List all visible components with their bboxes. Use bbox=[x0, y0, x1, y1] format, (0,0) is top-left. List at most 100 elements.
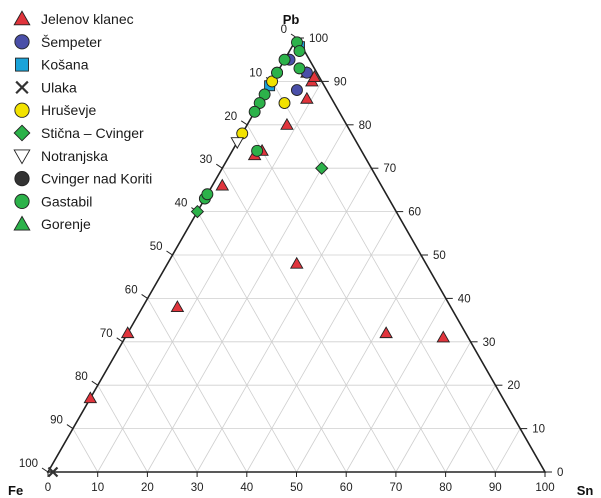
tick-label-left: 30 bbox=[200, 154, 213, 166]
grid-line-fe bbox=[72, 428, 99, 473]
legend-marker bbox=[15, 80, 29, 95]
legend-label: Cvinger nad Koriti bbox=[41, 171, 152, 187]
legend-label: Košana bbox=[41, 57, 89, 73]
tick-left bbox=[240, 120, 248, 126]
grid-line-fe bbox=[172, 254, 297, 473]
data-point-jelenov-klanec bbox=[280, 117, 294, 130]
tick-label-right: 70 bbox=[383, 163, 396, 175]
legend-item-ulaka: Ulaka bbox=[15, 79, 77, 95]
grid-line-fe bbox=[147, 298, 248, 473]
data-point-gastabil bbox=[293, 45, 306, 57]
tick-label-left: 70 bbox=[100, 328, 113, 340]
grid-line-sn bbox=[494, 428, 521, 473]
tick-label-right: 20 bbox=[507, 380, 520, 392]
data-point-notranjska bbox=[230, 137, 245, 150]
grid-line-sn bbox=[296, 254, 422, 473]
tick-label-bottom: 30 bbox=[191, 482, 204, 494]
data-point-gastabil bbox=[278, 53, 291, 66]
data-point-jelenov-klanec bbox=[300, 91, 314, 104]
legend-label: Jelenov klanec bbox=[41, 11, 134, 27]
grid-line-fe bbox=[221, 168, 397, 473]
tick-left bbox=[216, 163, 223, 169]
tick-label-bottom: 0 bbox=[45, 482, 51, 494]
data-point-jelenov-klanec bbox=[215, 178, 230, 191]
legend-marker bbox=[13, 215, 31, 231]
data-point-jelenov-klanec bbox=[289, 256, 304, 269]
legend-label: Ulaka bbox=[41, 79, 77, 95]
legend-item-stic-na-cvinger: Stična – Cvinger bbox=[13, 124, 144, 142]
vertex-label-top: Pb bbox=[283, 12, 300, 27]
legend-item-notranjska: Notranjska bbox=[13, 148, 108, 165]
tick-label-left: 10 bbox=[249, 67, 262, 79]
vertex-label-left: Fe bbox=[8, 483, 23, 498]
tick-label-left: 60 bbox=[125, 284, 138, 296]
data-point-gastabil bbox=[248, 105, 261, 118]
legend-item-kos-ana: Košana bbox=[15, 57, 89, 73]
legend-label: Gastabil bbox=[41, 193, 92, 209]
legend-marker bbox=[14, 193, 30, 210]
tick-label-bottom: 70 bbox=[390, 482, 403, 494]
data-point-jelenov-klanec bbox=[436, 330, 451, 343]
data-point-stic-na-cvinger bbox=[315, 161, 329, 175]
legend-item-cvinger-nad-koriti: Cvinger nad Koriti bbox=[14, 171, 152, 187]
data-point-jelenov-klanec bbox=[379, 326, 393, 339]
data-point-jelenov-klanec bbox=[83, 391, 98, 404]
tick-label-right: 60 bbox=[408, 207, 421, 219]
tick-label-right: 80 bbox=[359, 120, 372, 132]
tick-label-right: 40 bbox=[458, 293, 471, 305]
legend-marker bbox=[14, 171, 30, 187]
legend-label: Hruševje bbox=[41, 102, 96, 118]
data-point-hrus-evje bbox=[278, 97, 291, 110]
legend-label: Gorenje bbox=[41, 216, 91, 232]
grid-line-fe bbox=[97, 385, 148, 473]
legend-item-jelenov-klanec: Jelenov klanec bbox=[13, 10, 134, 27]
tick-label-left: 20 bbox=[224, 111, 237, 123]
tick-label-right: 90 bbox=[334, 76, 347, 88]
tick-left bbox=[91, 380, 99, 386]
legend: Jelenov klanec Šempeter Košana Ulaka Hruševj… bbox=[13, 10, 152, 232]
legend-marker bbox=[15, 57, 29, 72]
tick-label-right: 50 bbox=[433, 250, 446, 262]
grid-line-sn bbox=[445, 385, 496, 473]
tick-left bbox=[116, 337, 123, 343]
data-point-jelenov-klanec bbox=[120, 326, 135, 339]
tick-label-right: 30 bbox=[483, 337, 496, 349]
tick-label-bottom: 40 bbox=[240, 482, 253, 494]
tick-label-right: 0 bbox=[557, 467, 563, 479]
legend-marker bbox=[14, 102, 30, 118]
data-point-gastabil bbox=[251, 144, 264, 157]
tick-label-left: 80 bbox=[75, 371, 88, 383]
grid-line-fe bbox=[122, 341, 198, 473]
grid-line-sn bbox=[345, 298, 447, 473]
vertex-label-right: Sn bbox=[577, 483, 594, 498]
legend-label: Notranjska bbox=[41, 148, 108, 164]
data-point-ulaka bbox=[47, 466, 59, 478]
legend-label: Stična – Cvinger bbox=[41, 125, 144, 141]
tick-label-left: 100 bbox=[19, 458, 38, 470]
tick-label-bottom: 80 bbox=[439, 482, 452, 494]
legend-item-hrus-evje: Hruševje bbox=[14, 102, 96, 118]
legend-item-s-empeter: Šempeter bbox=[14, 34, 102, 50]
tick-left bbox=[166, 250, 173, 256]
tick-labels: 0 0 0 10 10 10 20 20 20 30 30 30 40 40 40 50 50 50 60 60 60 7… bbox=[19, 24, 564, 494]
tick-label-left: 40 bbox=[175, 198, 188, 210]
legend-marker bbox=[13, 149, 31, 165]
legend-marker bbox=[13, 124, 31, 142]
data-point-gastabil bbox=[271, 66, 284, 79]
tick-left bbox=[41, 467, 49, 473]
legend-marker bbox=[13, 10, 31, 26]
tick-label-right: 100 bbox=[309, 33, 328, 45]
data-point-gastabil bbox=[293, 62, 306, 75]
grid-line-sn bbox=[395, 341, 471, 473]
tick-label-bottom: 90 bbox=[489, 482, 502, 494]
data-point-stic-na-cvinger bbox=[190, 204, 205, 219]
grid-line-sn bbox=[97, 81, 323, 473]
tick-label-bottom: 100 bbox=[535, 482, 554, 494]
grid-line-sn bbox=[196, 168, 372, 473]
legend-item-gastabil: Gastabil bbox=[14, 193, 92, 210]
tick-label-left: 0 bbox=[281, 24, 287, 36]
legend-label: Šempeter bbox=[41, 34, 102, 50]
data-points bbox=[47, 36, 451, 478]
tick-marks bbox=[41, 33, 552, 477]
